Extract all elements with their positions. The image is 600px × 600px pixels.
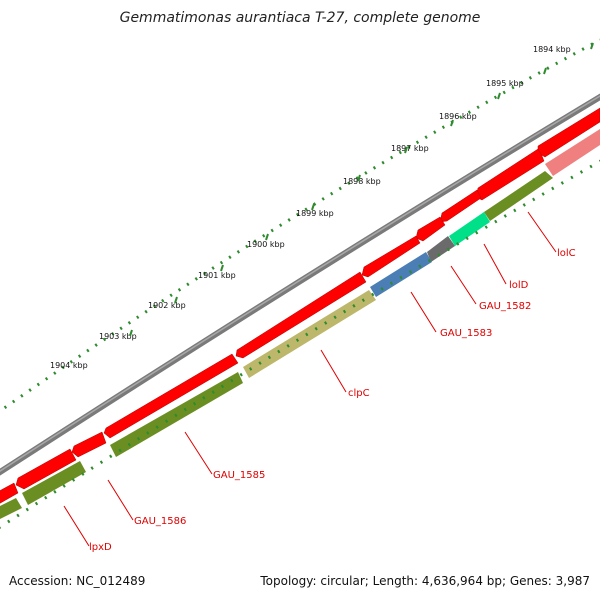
scale-label-1903: 1903 kbp (99, 332, 137, 341)
gene-label-GAU_1582: GAU_1582 (479, 301, 531, 312)
gene-label-clpC: clpC (348, 388, 370, 399)
scale-label-1896: 1896 kbp (439, 112, 477, 121)
gene-block-lolD (484, 171, 553, 221)
major-tick-1900 (311, 203, 315, 211)
major-tick-1895 (543, 67, 547, 75)
map-title: Gemmatimonas aurantiaca T-27, complete g… (119, 10, 481, 26)
gene-block-clpC (370, 252, 432, 297)
major-tick-1894 (590, 42, 594, 50)
major-tick-1904 (129, 329, 133, 337)
major-tick-1897 (450, 119, 454, 127)
major-tick-1901 (265, 233, 269, 241)
scale-label-1895: 1895 kbp (486, 79, 524, 88)
gene-block-forward (0, 482, 19, 504)
gene-block-reverse (0, 498, 22, 519)
gene-labels: lolC lolD GAU_1582 GAU_1583 clpC GAU_158… (89, 248, 576, 553)
scale-label-1901: 1901 kbp (198, 271, 236, 280)
gene-block-forward (71, 431, 107, 458)
major-tick-1899 (357, 174, 361, 182)
reverse-strand-genes (0, 129, 600, 519)
major-tick-1902 (220, 264, 224, 272)
gene-block-forward (415, 216, 446, 242)
gene-block-forward (475, 148, 545, 201)
accession-text: Accession: NC_012489 (9, 574, 146, 588)
gene-block-forward (235, 271, 367, 359)
gene-block-GAU_1585 (243, 290, 376, 378)
backbone-ring (0, 93, 600, 476)
scale-label-1904: 1904 kbp (50, 361, 88, 370)
gene-label-lpxD: lpxD (89, 542, 112, 553)
scale-label-1902: 1902 kbp (148, 301, 186, 310)
gene-block-forward (15, 448, 77, 490)
scale-tick-ring (0, 38, 600, 413)
gene-label-lolD: lolD (509, 280, 529, 291)
major-tick-1898 (404, 146, 408, 154)
scale-labels: 1894 kbp 1895 kbp 1896 kbp 1897 kbp 1898… (50, 42, 594, 370)
inner-tick-ring (0, 159, 600, 529)
gene-block-GAU_1582 (449, 212, 490, 246)
gene-block-GAU_1583 (427, 236, 455, 262)
gene-block-forward (103, 353, 239, 439)
forward-strand-genes (0, 107, 600, 504)
gene-label-GAU_1585: GAU_1585 (213, 470, 265, 481)
gene-block-lpxD (22, 461, 86, 505)
genome-summary: Topology: circular; Length: 4,636,964 bp… (260, 574, 590, 588)
gene-block-forward (439, 189, 482, 223)
gene-block-lolC (545, 129, 600, 176)
scale-label-1894: 1894 kbp (533, 45, 571, 54)
major-tick-1903 (174, 296, 178, 304)
gene-label-GAU_1586: GAU_1586 (134, 516, 186, 527)
major-tick-1896 (497, 92, 501, 100)
scale-label-1897: 1897 kbp (391, 144, 429, 153)
scale-label-1898: 1898 kbp (343, 177, 381, 186)
gene-block-forward (361, 235, 421, 278)
gene-label-lolC: lolC (557, 248, 576, 259)
gene-label-GAU_1583: GAU_1583 (440, 328, 492, 339)
gene-label-leaders (63, 211, 557, 547)
scale-label-1899: 1899 kbp (296, 209, 334, 218)
scale-label-1900: 1900 kbp (247, 240, 285, 249)
